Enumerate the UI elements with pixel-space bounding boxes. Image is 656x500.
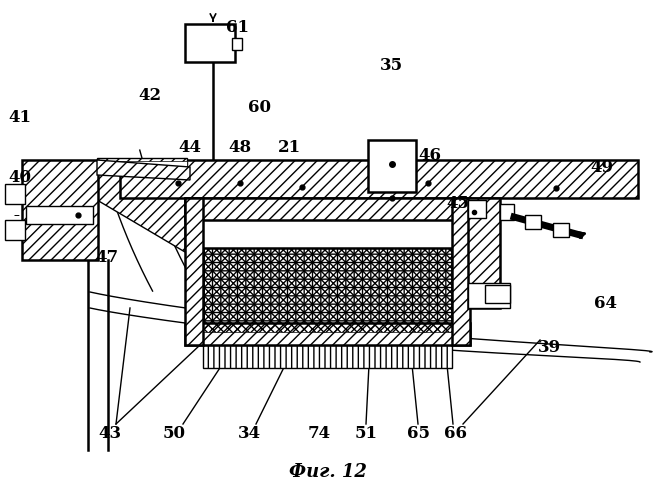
Text: 45: 45 xyxy=(446,195,469,212)
Bar xyxy=(185,198,203,345)
Text: 42: 42 xyxy=(138,87,161,104)
Bar xyxy=(203,248,452,332)
Polygon shape xyxy=(97,170,185,252)
Text: 50: 50 xyxy=(163,425,186,442)
Bar xyxy=(26,206,93,224)
Text: 39: 39 xyxy=(538,339,561,356)
Text: 47: 47 xyxy=(95,249,118,266)
Text: 48: 48 xyxy=(228,139,251,156)
Bar xyxy=(468,283,510,308)
Bar xyxy=(185,323,470,345)
Polygon shape xyxy=(97,160,190,180)
Bar xyxy=(97,158,187,170)
Text: 61: 61 xyxy=(226,19,249,36)
Bar xyxy=(368,140,416,192)
Bar xyxy=(203,248,452,332)
Bar xyxy=(185,24,235,62)
Text: 51: 51 xyxy=(355,425,378,442)
Bar xyxy=(5,220,25,240)
Bar xyxy=(553,223,569,237)
Text: 41: 41 xyxy=(8,109,31,126)
Bar xyxy=(500,204,514,220)
Text: 21: 21 xyxy=(278,139,301,156)
Text: 60: 60 xyxy=(248,99,271,116)
Text: 43: 43 xyxy=(98,425,121,442)
Bar xyxy=(5,184,25,204)
Text: 49: 49 xyxy=(590,159,613,176)
Text: 35: 35 xyxy=(380,57,403,74)
Bar xyxy=(452,198,470,345)
Bar xyxy=(22,160,98,260)
Bar xyxy=(525,215,541,229)
Bar xyxy=(185,198,470,220)
Bar xyxy=(468,200,486,218)
Text: 34: 34 xyxy=(238,425,261,442)
Bar xyxy=(485,285,510,303)
Bar xyxy=(232,38,242,50)
Text: Фиг. 12: Фиг. 12 xyxy=(289,463,367,481)
Text: 44: 44 xyxy=(178,139,201,156)
Text: 66: 66 xyxy=(444,425,467,442)
Text: 40: 40 xyxy=(8,169,31,186)
Bar xyxy=(203,345,452,368)
Text: 65: 65 xyxy=(407,425,430,442)
Text: 74: 74 xyxy=(308,425,331,442)
Text: 46: 46 xyxy=(418,147,441,164)
Bar xyxy=(120,160,638,198)
Bar xyxy=(97,161,187,167)
Text: 64: 64 xyxy=(594,295,617,312)
Bar xyxy=(468,198,500,308)
